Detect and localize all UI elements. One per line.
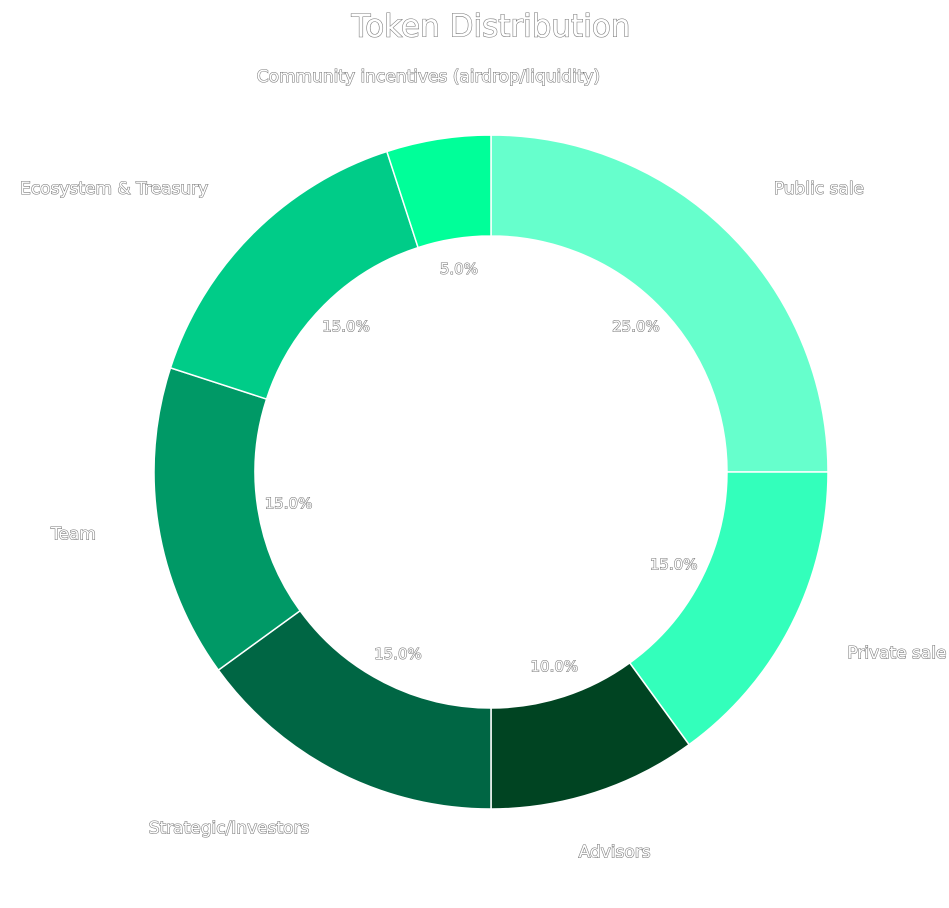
- donut-slice: [385, 134, 492, 249]
- category-label: Team: [50, 525, 96, 545]
- value-label: 5.0%: [440, 260, 478, 278]
- value-label: 15.0%: [650, 556, 698, 574]
- category-label: Private sale: [847, 644, 946, 664]
- category-label: Strategic/Investors: [149, 818, 310, 838]
- value-label: 15.0%: [265, 495, 313, 513]
- donut-slice: [153, 366, 302, 672]
- donut-slice: [490, 134, 829, 473]
- value-label: 15.0%: [374, 645, 422, 663]
- category-label: Community incentives (airdrop/liquidity): [257, 67, 600, 87]
- chart-title: Token Distribution: [351, 9, 631, 45]
- category-label: Advisors: [579, 842, 651, 862]
- value-label: 25.0%: [612, 318, 660, 336]
- category-label: Public sale: [774, 179, 864, 199]
- value-label: 15.0%: [322, 318, 370, 336]
- category-label: Ecosystem & Treasury: [20, 179, 208, 199]
- value-label: 10.0%: [531, 657, 579, 675]
